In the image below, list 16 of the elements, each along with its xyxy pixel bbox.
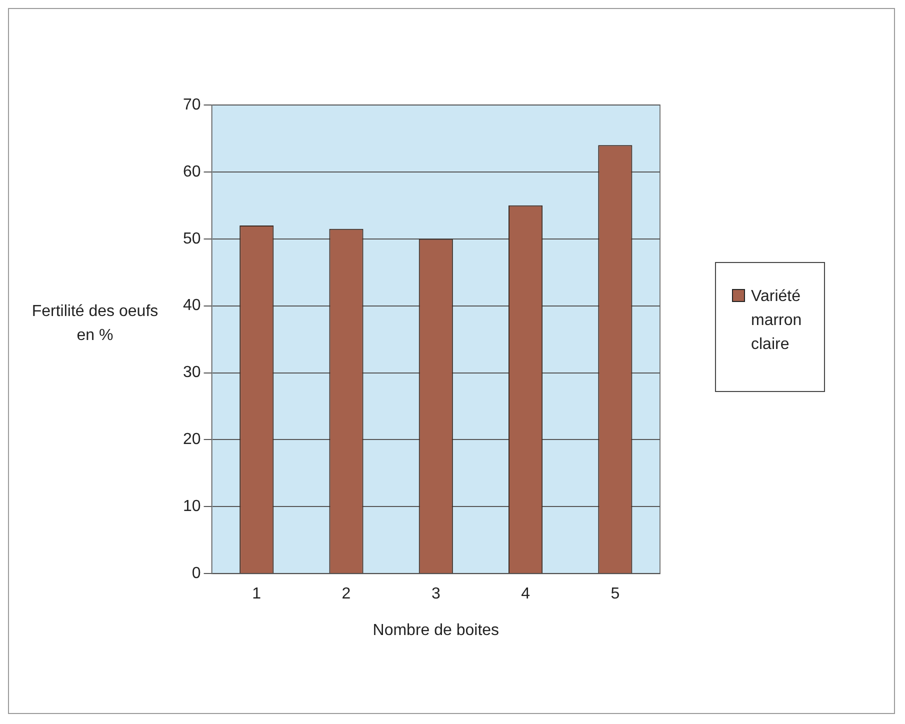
y-tick-label: 40 (183, 297, 201, 314)
legend-label: Variété marron claire (751, 287, 803, 355)
x-tick-label: 4 (521, 586, 530, 603)
x-axis-title: Nombre de boites (372, 622, 500, 639)
y-tick-label: 60 (183, 163, 201, 180)
y-tick-label: 30 (183, 364, 201, 382)
x-tick-label: 2 (342, 586, 351, 603)
y-tick-label: 20 (183, 431, 201, 448)
y-tick-label: 50 (183, 230, 201, 248)
x-tick-label: 5 (610, 586, 620, 603)
y-axis-title: Fertilité des oeufs en % (30, 302, 160, 346)
y-tick-label: 0 (192, 565, 201, 582)
x-tick-label: 3 (431, 586, 440, 603)
x-tick-label: 1 (252, 586, 262, 603)
y-tick-label: 10 (183, 498, 201, 516)
y-tick-label: 70 (183, 96, 201, 114)
